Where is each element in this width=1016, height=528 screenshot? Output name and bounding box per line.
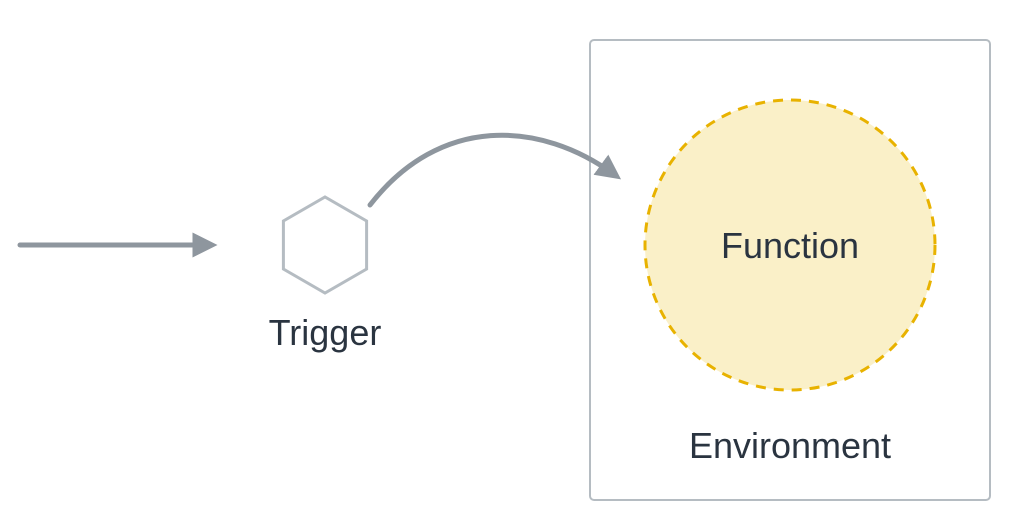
function-label: Function [721, 225, 859, 266]
environment-label: Environment [689, 425, 891, 466]
curved-arrow [370, 135, 615, 205]
diagram-canvas: Trigger Function Environment [0, 0, 1016, 528]
trigger-label: Trigger [269, 312, 382, 353]
trigger-hexagon [283, 197, 366, 293]
